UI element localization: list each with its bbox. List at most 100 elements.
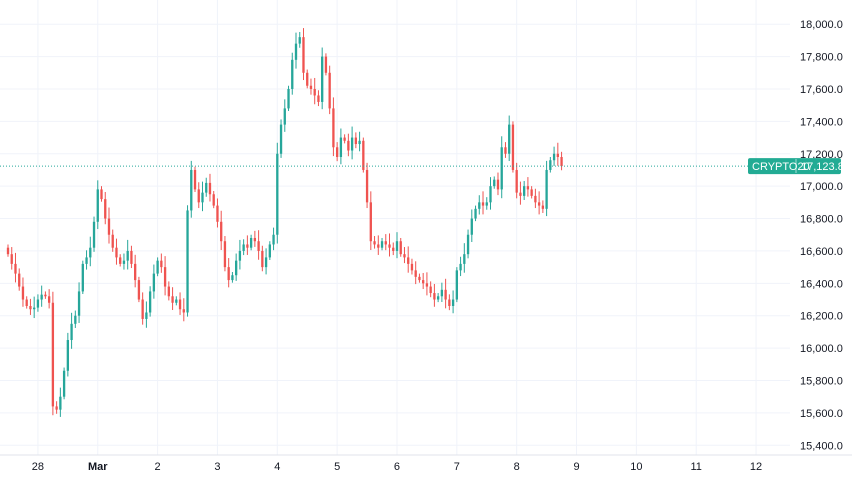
candle bbox=[231, 271, 234, 283]
candle-body bbox=[40, 294, 43, 300]
price-axis[interactable]: 15,400.0 15,600.0 15,800.0 16,000.0 16,200.0… bbox=[800, 19, 843, 452]
candles bbox=[6, 28, 563, 417]
last-price-label: 17,123.8 bbox=[801, 161, 844, 173]
candle-body bbox=[350, 137, 354, 151]
candle bbox=[156, 257, 159, 277]
candle-body bbox=[324, 56, 328, 73]
candle-body bbox=[14, 263, 17, 274]
candle bbox=[489, 177, 492, 210]
candle bbox=[141, 292, 144, 325]
candle-body bbox=[403, 254, 406, 258]
candle-body bbox=[459, 263, 462, 271]
x-tick-label: 2 bbox=[155, 461, 161, 473]
candle bbox=[66, 332, 70, 377]
candle-body bbox=[306, 72, 309, 86]
candle-body bbox=[436, 296, 440, 300]
candle-body bbox=[167, 286, 170, 297]
candle-body bbox=[249, 237, 253, 248]
candle-body bbox=[238, 250, 242, 261]
candle-body bbox=[220, 221, 223, 242]
candle bbox=[545, 160, 548, 217]
candle-body bbox=[21, 286, 25, 300]
x-tick-label: 8 bbox=[514, 461, 520, 473]
candle bbox=[433, 283, 436, 307]
candle-body bbox=[500, 147, 503, 190]
candle-body bbox=[463, 254, 466, 264]
symbol-price-tag[interactable]: CRYPTO20 17,123.8 bbox=[748, 158, 844, 175]
candle bbox=[18, 268, 21, 291]
candle-body bbox=[62, 370, 66, 397]
candle bbox=[148, 286, 152, 317]
candle bbox=[134, 254, 137, 288]
candle bbox=[414, 261, 417, 285]
candle bbox=[354, 132, 358, 149]
candle-body bbox=[234, 260, 238, 276]
candle bbox=[470, 209, 473, 242]
candle bbox=[70, 312, 73, 349]
candle bbox=[541, 200, 545, 213]
candle bbox=[276, 142, 279, 244]
time-axis[interactable]: 28 Mar 2 3 4 5 6 7 8 9 10 11 12 bbox=[32, 461, 762, 473]
candle bbox=[137, 276, 141, 303]
candle-body bbox=[227, 267, 230, 281]
candle-body bbox=[201, 192, 204, 203]
candle-body bbox=[74, 315, 77, 324]
candle bbox=[321, 47, 324, 110]
candle bbox=[504, 142, 507, 158]
y-tick-label: 16,400.0 bbox=[800, 278, 843, 290]
candle bbox=[395, 232, 399, 259]
x-tick-label: 4 bbox=[274, 461, 280, 473]
candle bbox=[272, 227, 275, 251]
candle-body bbox=[545, 169, 548, 209]
y-tick-label: 16,800.0 bbox=[800, 214, 843, 226]
candle-body bbox=[171, 296, 174, 303]
y-tick-label: 15,800.0 bbox=[800, 376, 843, 388]
candle-body bbox=[268, 244, 271, 258]
candle-body bbox=[216, 205, 219, 222]
candle bbox=[14, 252, 17, 283]
x-tick-label: Mar bbox=[88, 461, 108, 473]
candle-body bbox=[309, 85, 313, 89]
candle bbox=[74, 310, 77, 328]
candle-body bbox=[474, 208, 477, 219]
candle-body bbox=[163, 267, 167, 287]
y-tick-label: 18,000.0 bbox=[800, 19, 843, 31]
candle bbox=[448, 294, 451, 311]
candle bbox=[373, 236, 376, 249]
candle-body bbox=[70, 323, 73, 341]
candle bbox=[104, 191, 107, 225]
candle bbox=[287, 85, 290, 112]
candle bbox=[478, 195, 481, 215]
candle bbox=[422, 272, 425, 290]
candle-body bbox=[478, 202, 481, 209]
candle-body bbox=[347, 140, 350, 151]
candle-body bbox=[10, 254, 13, 264]
candle-body bbox=[407, 257, 410, 264]
candle-body bbox=[451, 299, 455, 306]
candle bbox=[399, 237, 402, 257]
candle bbox=[92, 216, 96, 252]
candle bbox=[493, 176, 496, 189]
candle-body bbox=[448, 299, 451, 306]
candle-body bbox=[388, 244, 391, 248]
candle bbox=[220, 210, 223, 251]
candle-body bbox=[362, 140, 365, 170]
candle-body bbox=[380, 241, 384, 248]
candle-body bbox=[115, 247, 118, 258]
candle bbox=[111, 229, 114, 252]
candle bbox=[302, 28, 305, 81]
candle-body bbox=[231, 275, 234, 281]
candle-body bbox=[18, 273, 21, 287]
candle bbox=[560, 151, 563, 171]
candle-body bbox=[422, 280, 425, 284]
candle-body bbox=[130, 250, 133, 264]
candle-body bbox=[339, 137, 343, 157]
candle bbox=[107, 207, 111, 244]
candle bbox=[530, 186, 533, 199]
candle-body bbox=[291, 59, 294, 89]
x-tick-label: 9 bbox=[573, 461, 579, 473]
candle bbox=[175, 296, 178, 306]
candle-body bbox=[384, 241, 387, 245]
